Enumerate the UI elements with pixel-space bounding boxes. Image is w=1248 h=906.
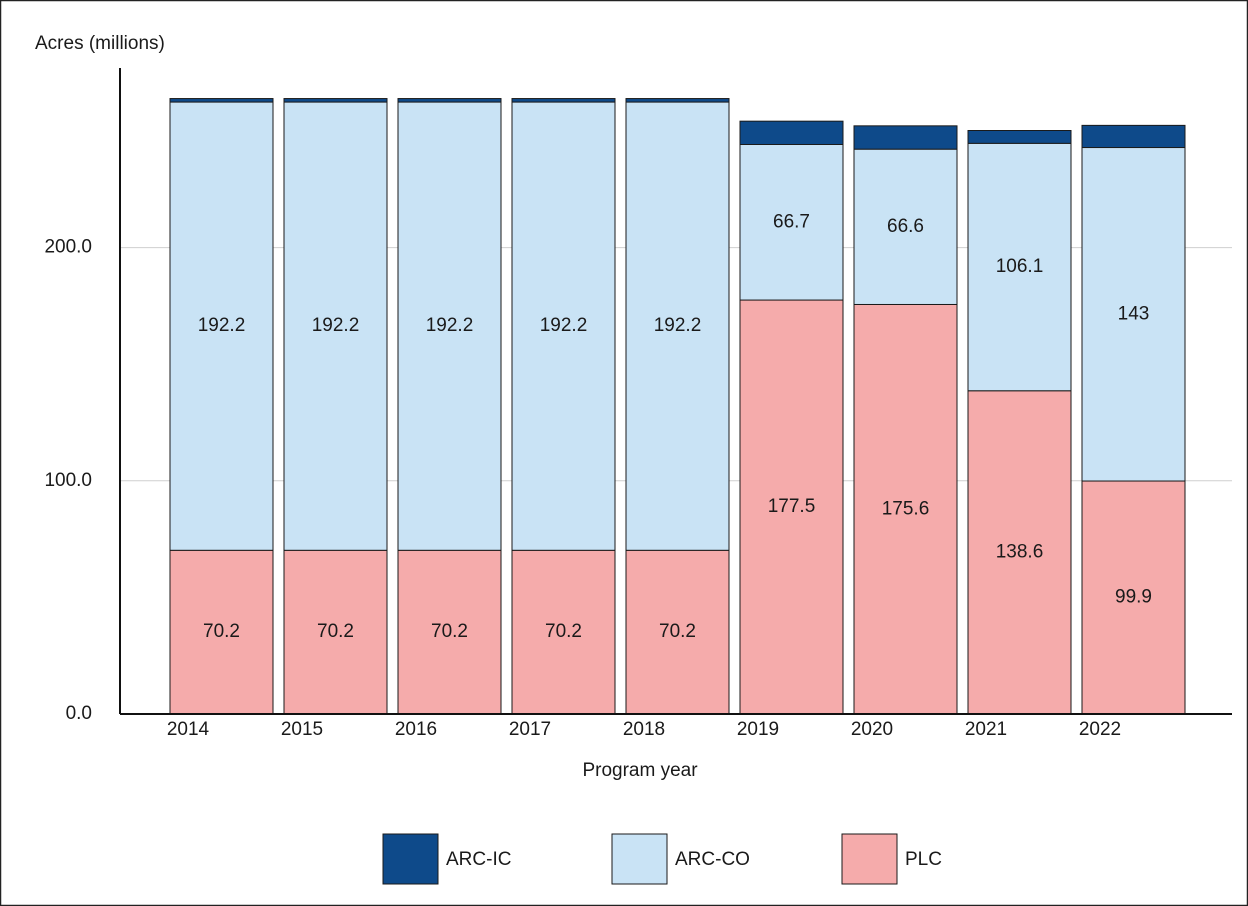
legend-swatch: [841, 833, 898, 885]
bar-segment: [625, 101, 730, 551]
bar-segment: [511, 98, 616, 103]
bar-segment: [625, 549, 730, 715]
data-label: 192.2: [426, 315, 474, 336]
bar-segment: [1081, 480, 1186, 715]
legend-label: PLC: [905, 849, 942, 870]
data-label: 99.9: [1115, 587, 1152, 608]
data-label: 70.2: [203, 621, 240, 642]
data-label: 70.2: [659, 621, 696, 642]
bar-segment: [967, 142, 1072, 392]
bar-segment: [397, 98, 502, 103]
x-tick-label: 2014: [167, 719, 210, 740]
legend-label: ARC-CO: [675, 849, 750, 870]
bar-segment: [511, 549, 616, 715]
x-tick-label: 2022: [1079, 719, 1121, 740]
data-label: 192.2: [540, 315, 588, 336]
x-tick-label: 2018: [623, 719, 665, 740]
bar-segment: [397, 101, 502, 551]
data-label: 66.7: [773, 211, 810, 232]
data-label: 66.6: [887, 216, 924, 237]
data-label: 177.5: [768, 496, 816, 517]
bar-segment: [853, 148, 958, 305]
bar-segment: [283, 549, 388, 715]
y-tick-label: 200.0: [44, 237, 92, 258]
legend-label: ARC-IC: [446, 849, 511, 870]
data-label: 138.6: [996, 541, 1044, 562]
y-tick-label: 0.0: [66, 703, 92, 724]
x-tick-label: 2020: [851, 719, 893, 740]
bar-segment: [853, 125, 958, 150]
bar-segment: [967, 390, 1072, 715]
data-label: 70.2: [317, 621, 354, 642]
x-tick-label: 2017: [509, 719, 551, 740]
bar-segment: [169, 98, 274, 103]
x-axis-label: Program year: [582, 760, 698, 781]
bar-segment: [967, 130, 1072, 144]
legend-swatch: [382, 833, 439, 885]
bar-segment: [739, 120, 844, 145]
y-axis-label: Acres (millions): [35, 33, 165, 54]
x-tick-label: 2019: [737, 719, 779, 740]
bar-segment: [739, 299, 844, 715]
legend-swatch: [611, 833, 668, 885]
y-tick-label: 100.0: [44, 470, 92, 491]
x-tick-label: 2021: [965, 719, 1007, 740]
bar-segment: [283, 101, 388, 551]
x-tick-label: 2015: [281, 719, 323, 740]
bar-segment: [397, 549, 502, 715]
bar-segment: [625, 98, 730, 103]
data-label: 192.2: [198, 315, 246, 336]
data-label: 143: [1118, 303, 1150, 324]
bar-segment: [1081, 124, 1186, 149]
data-label: 106.1: [996, 256, 1044, 277]
data-label: 70.2: [545, 621, 582, 642]
bar-segment: [283, 98, 388, 103]
bar-segment: [169, 549, 274, 715]
bar-segment: [1081, 147, 1186, 482]
data-label: 192.2: [654, 315, 702, 336]
bar-segment: [739, 143, 844, 301]
data-label: 175.6: [882, 498, 930, 519]
data-label: 70.2: [431, 621, 468, 642]
data-label: 192.2: [312, 315, 360, 336]
x-tick-label: 2016: [395, 719, 437, 740]
bar-segment: [511, 101, 616, 551]
